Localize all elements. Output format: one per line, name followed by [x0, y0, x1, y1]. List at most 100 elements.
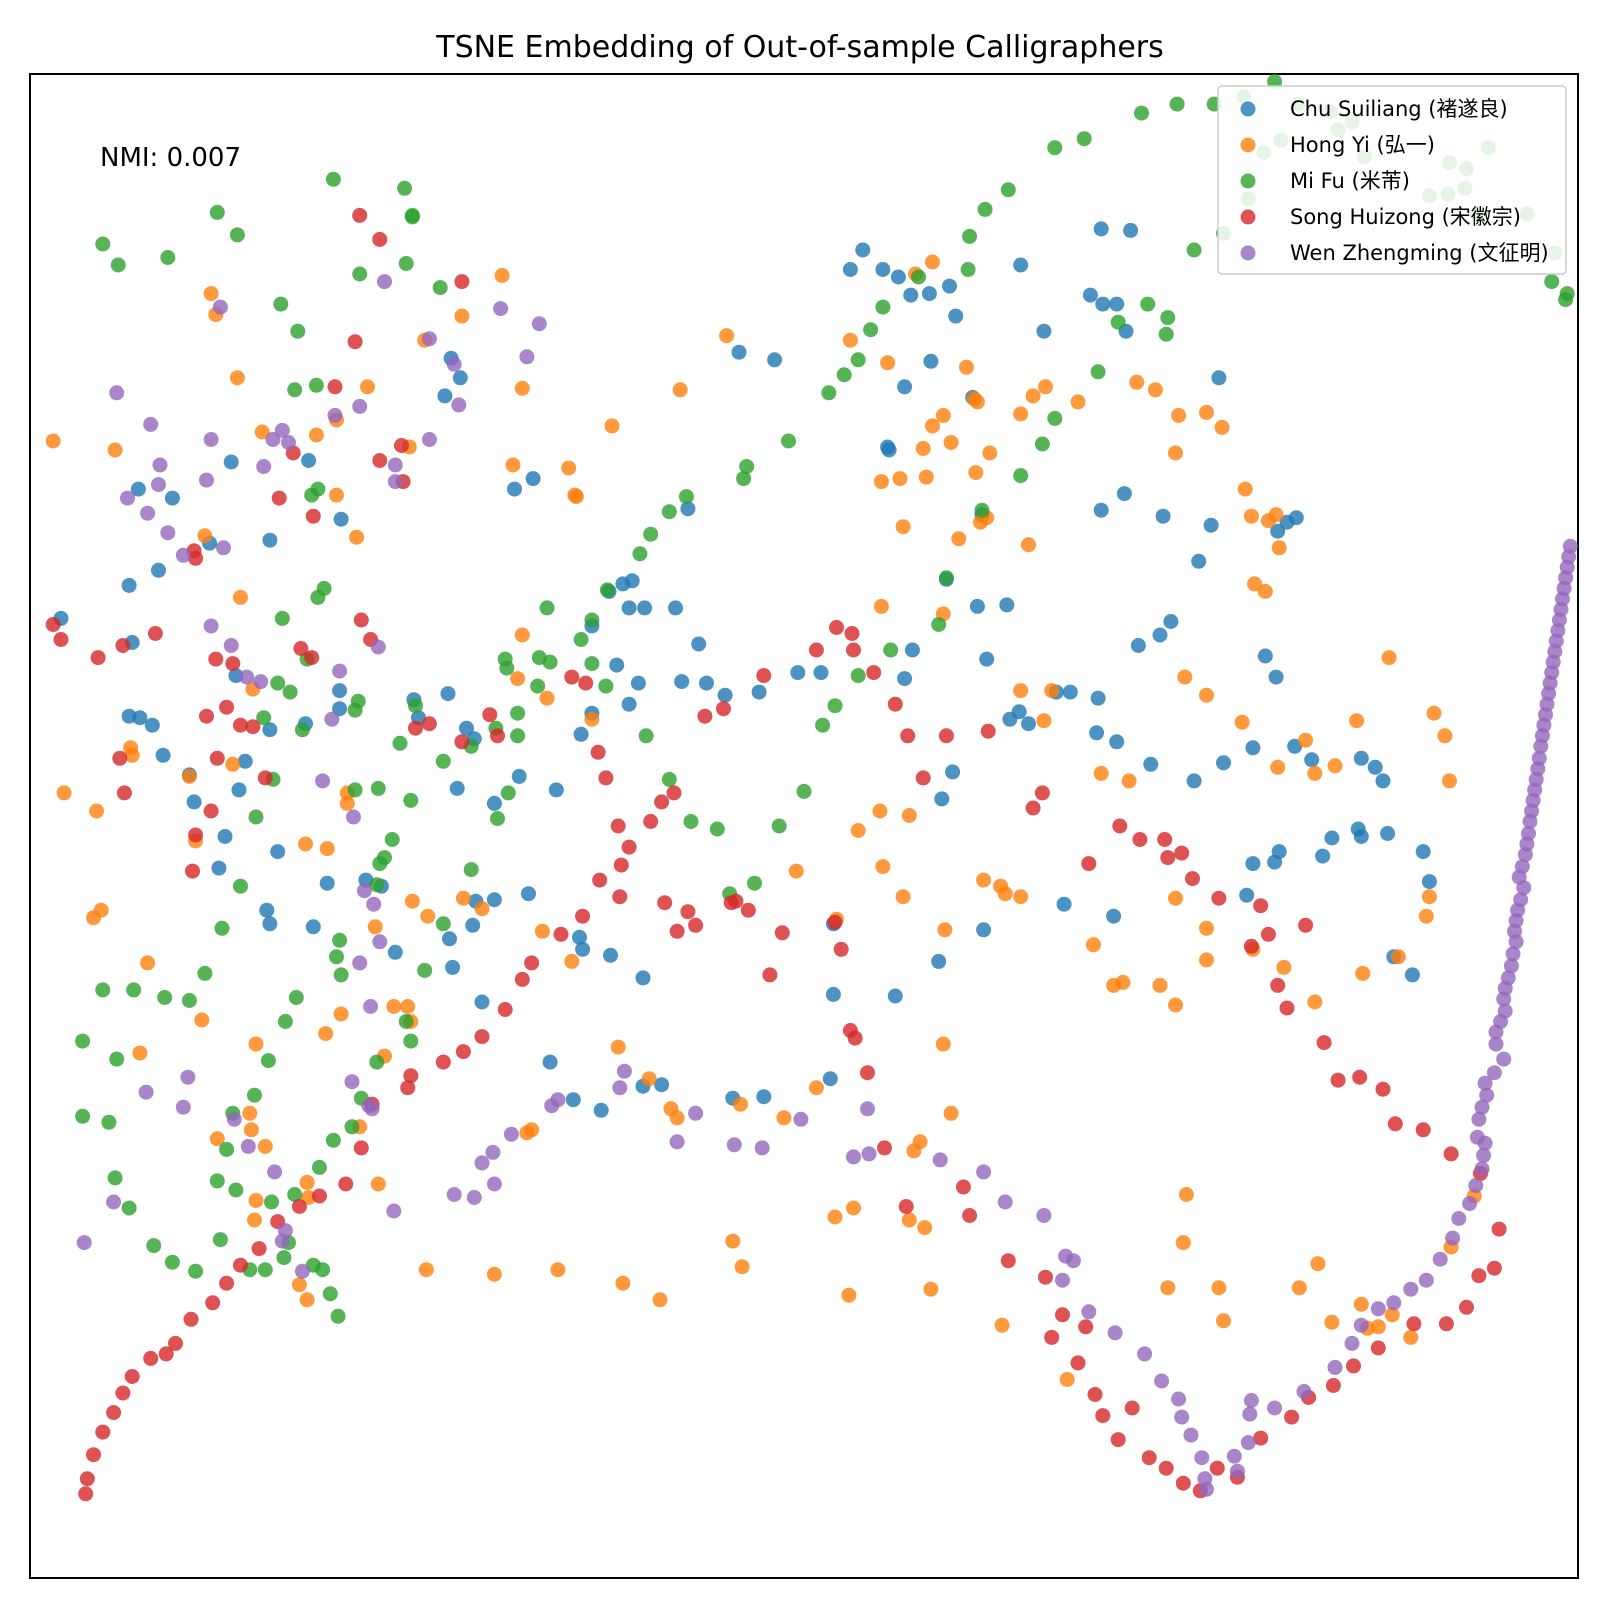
- point-s4-32: [332, 663, 348, 679]
- point-s3-81: [1253, 1430, 1269, 1446]
- point-s1-25: [584, 711, 600, 727]
- point-s1-168: [209, 1131, 225, 1147]
- point-s1-40: [968, 465, 984, 481]
- point-s1-110: [872, 803, 888, 819]
- point-s2-79: [747, 875, 762, 891]
- point-s1-173: [418, 1262, 434, 1278]
- point-s3-52: [728, 893, 744, 909]
- point-s4-112: [1476, 1147, 1492, 1163]
- point-s4-19: [152, 457, 168, 473]
- point-s3-121: [887, 696, 903, 712]
- point-s0-151: [630, 675, 646, 691]
- point-s1-170: [247, 1212, 262, 1228]
- point-s0-13: [507, 481, 522, 497]
- point-s4-111: [1474, 1161, 1490, 1177]
- point-s3-163: [86, 1447, 101, 1463]
- point-s4-121: [1488, 1036, 1504, 1052]
- point-s2-69: [497, 651, 513, 667]
- point-s0-139: [231, 782, 247, 798]
- point-s0-10: [437, 388, 453, 404]
- point-s2-17: [310, 481, 326, 497]
- point-s0-60: [934, 791, 950, 807]
- point-s2-12: [287, 382, 303, 398]
- point-s0-134: [262, 722, 278, 738]
- point-s4-124: [1497, 1003, 1513, 1019]
- point-s2-151: [435, 753, 451, 769]
- point-s0-104: [474, 994, 490, 1010]
- point-s1-81: [1349, 713, 1365, 729]
- point-s2-38: [157, 990, 173, 1005]
- point-s1-121: [808, 1080, 824, 1096]
- point-s4-64: [550, 1092, 566, 1108]
- point-s0-162: [1011, 704, 1027, 720]
- point-s2-30: [294, 722, 310, 738]
- point-s3-143: [403, 1068, 419, 1084]
- point-s0-40: [1082, 287, 1098, 303]
- point-s3-144: [400, 1080, 416, 1096]
- point-s2-156: [369, 877, 385, 893]
- point-s2-72: [584, 656, 600, 672]
- point-s0-8: [262, 532, 278, 548]
- point-s0-109: [486, 892, 502, 908]
- point-s4-48: [180, 1069, 196, 1085]
- point-s0-58: [1257, 648, 1273, 664]
- point-s4-23: [203, 618, 219, 634]
- point-s2-161: [277, 1014, 293, 1029]
- point-s4-10: [387, 474, 403, 490]
- point-s2-131: [875, 299, 891, 315]
- point-s4-4: [519, 349, 535, 365]
- point-s3-1: [352, 207, 368, 223]
- point-s3-148: [312, 1188, 327, 1204]
- point-s2-13: [273, 296, 289, 312]
- point-s0-99: [654, 1077, 670, 1093]
- point-s3-139: [497, 1002, 513, 1017]
- point-s3-68: [1044, 1329, 1060, 1345]
- point-s2-75: [661, 771, 677, 787]
- point-s0-126: [186, 794, 202, 810]
- point-s4-93: [1229, 1463, 1245, 1479]
- point-s1-7: [233, 589, 248, 605]
- point-s2-143: [599, 582, 615, 598]
- point-s4-46: [240, 1138, 256, 1154]
- point-s1-15: [454, 308, 470, 324]
- point-s3-158: [143, 1350, 159, 1366]
- point-s1-24: [539, 690, 555, 706]
- point-s1-33: [959, 359, 974, 375]
- point-s3-130: [666, 785, 682, 801]
- point-s3-108: [1185, 871, 1200, 887]
- point-s0-67: [1143, 756, 1159, 772]
- point-s1-28: [719, 328, 735, 344]
- point-s0-35: [923, 353, 939, 369]
- point-s3-40: [564, 669, 580, 685]
- point-s3-89: [1459, 1299, 1474, 1315]
- point-s0-96: [822, 1071, 838, 1087]
- nmi-annotation: NMI: 0.007: [100, 143, 241, 173]
- point-s1-148: [89, 803, 105, 819]
- point-s0-42: [1109, 296, 1125, 312]
- point-s3-38: [482, 707, 498, 723]
- point-s4-140: [1521, 826, 1536, 841]
- point-s2-85: [883, 642, 899, 658]
- point-s2-83: [827, 698, 843, 714]
- point-s2-24: [392, 735, 408, 751]
- point-s3-124: [844, 626, 860, 641]
- point-s2-81: [796, 783, 812, 799]
- legend-marker-3: [1240, 209, 1256, 225]
- point-s1-156: [319, 841, 335, 857]
- point-s0-97: [756, 1089, 772, 1105]
- point-s3-54: [762, 967, 778, 983]
- point-s0-80: [1315, 848, 1331, 864]
- point-s2-52: [257, 1262, 273, 1278]
- point-s2-71: [539, 600, 555, 616]
- point-s0-114: [521, 886, 536, 902]
- point-s3-76: [1158, 1460, 1174, 1476]
- point-s1-57: [1247, 576, 1262, 592]
- legend-box: [1217, 85, 1567, 275]
- point-s4-6: [493, 301, 509, 317]
- point-s2-43: [75, 1108, 91, 1124]
- legend-marker-0: [1240, 101, 1256, 117]
- point-s4-30: [239, 669, 255, 685]
- point-s2-49: [188, 1263, 204, 1279]
- point-s2-1: [110, 257, 126, 273]
- point-s0-160: [979, 651, 995, 667]
